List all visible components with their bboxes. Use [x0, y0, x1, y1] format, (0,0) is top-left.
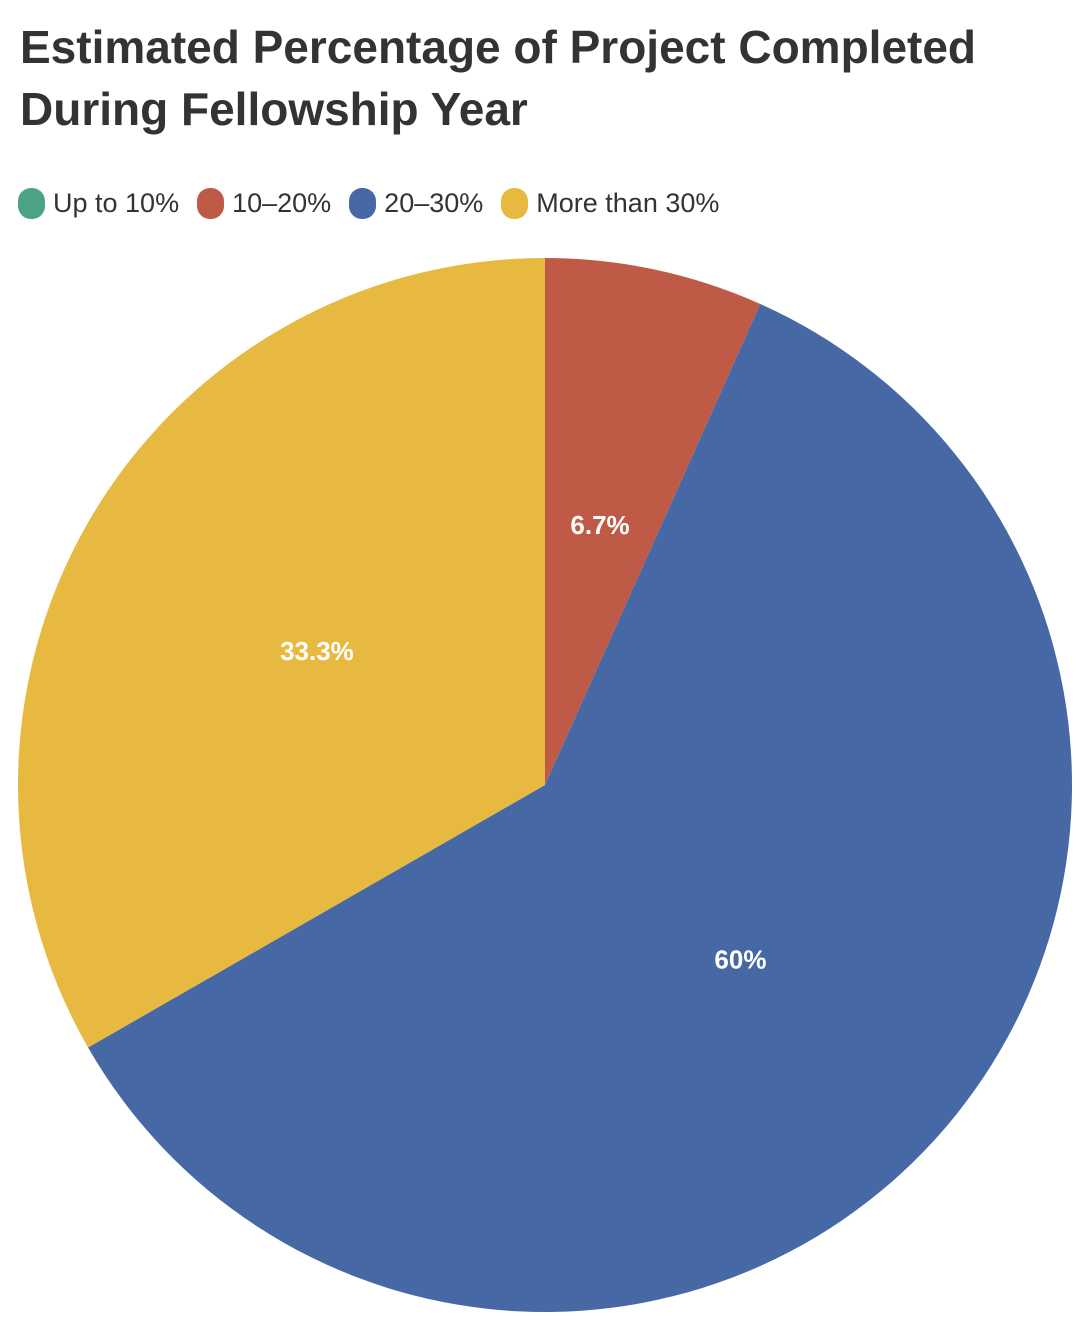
legend-item[interactable]: More than 30%	[501, 187, 720, 219]
legend-label: 20–30%	[384, 187, 484, 218]
legend: Up to 10% 10–20% 20–30% More than 30%	[18, 184, 719, 222]
pie-slice[interactable]	[17, 258, 545, 1048]
pie-slice[interactable]	[545, 258, 761, 785]
legend-swatch	[197, 187, 225, 219]
chart-title: Estimated Percentage of Project Complete…	[20, 21, 977, 135]
legend-swatch	[349, 187, 377, 219]
legend-swatch	[18, 187, 45, 219]
legend-item[interactable]: 10–20%	[197, 187, 332, 219]
pie-slices	[17, 258, 1073, 1312]
data-label: 60%	[714, 945, 766, 975]
legend-item[interactable]: Up to 10%	[18, 187, 180, 219]
legend-label: More than 30%	[536, 187, 720, 218]
pie-data-labels: 6.7% 60% 33.3%	[280, 510, 766, 974]
data-label: 6.7%	[570, 510, 629, 540]
legend-label: Up to 10%	[53, 187, 180, 218]
data-label: 33.3%	[280, 636, 354, 666]
legend-label: 10–20%	[232, 187, 332, 218]
legend-item[interactable]: 20–30%	[349, 187, 484, 219]
legend-swatch	[501, 187, 529, 219]
pie-slice[interactable]	[88, 304, 1073, 1312]
